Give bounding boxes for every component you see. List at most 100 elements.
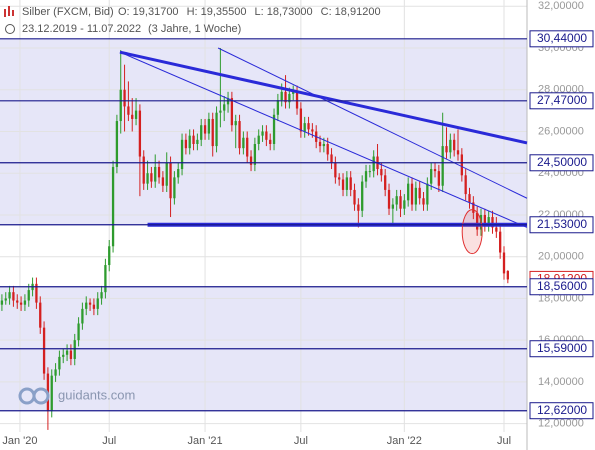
candle-body — [180, 139, 184, 170]
candle-body — [19, 302, 23, 305]
candle-body — [203, 125, 207, 134]
candle-body — [272, 114, 276, 144]
logo — [18, 387, 50, 405]
candle-body — [35, 283, 38, 303]
y-tick-label: 18,00000 — [538, 292, 584, 304]
level-box — [529, 278, 594, 296]
candle-body — [307, 123, 310, 130]
level-box — [529, 340, 594, 358]
trendline — [119, 51, 528, 228]
candle-body — [318, 141, 322, 147]
candle-body — [499, 231, 502, 253]
candle-body — [192, 135, 195, 144]
candle-body — [345, 177, 349, 190]
candle-body — [468, 194, 471, 203]
stat: O: 19,31700 — [118, 6, 179, 18]
candle-body — [54, 369, 57, 376]
candle-body — [169, 162, 172, 199]
candle-body — [177, 169, 180, 178]
y-tick-label: 12,00000 — [538, 418, 584, 430]
candle-body — [303, 123, 306, 132]
candle-body — [246, 137, 249, 157]
candle-body — [223, 104, 226, 111]
level-box — [529, 30, 594, 48]
level-box — [529, 92, 594, 110]
level-box — [529, 402, 594, 420]
candle-body — [441, 146, 444, 186]
candle-body — [154, 166, 157, 182]
candle-body — [361, 181, 364, 211]
candle-body — [242, 137, 245, 149]
candle-body — [39, 302, 42, 328]
candle-body — [265, 131, 268, 140]
period: (3 Jahre, 1 Woche) — [148, 23, 241, 35]
candle-body — [27, 290, 30, 301]
candle-body — [123, 89, 126, 107]
candle-body — [219, 110, 222, 113]
candle-body — [261, 131, 264, 136]
candle-body — [234, 121, 237, 126]
candle-body — [334, 162, 337, 178]
candle-body — [330, 154, 333, 163]
trendline — [217, 47, 528, 199]
candle-body — [16, 300, 19, 303]
candle-body — [58, 356, 61, 370]
level-label: 18,56000 — [537, 279, 587, 293]
x-tick-label: Jan '21 — [187, 435, 222, 447]
candle-body — [77, 323, 80, 341]
candle-body — [433, 169, 437, 172]
candle-body — [131, 114, 134, 119]
level-label: 21,53000 — [537, 217, 587, 231]
candle-body — [456, 150, 460, 155]
level-box — [529, 154, 594, 172]
candle-body — [8, 292, 11, 299]
candle-body — [326, 144, 329, 155]
x-tick-label: Jan '22 — [387, 435, 422, 447]
candle-body — [380, 169, 383, 176]
candle-body — [85, 302, 88, 309]
level-box — [529, 216, 594, 234]
candle-body — [487, 217, 490, 226]
candle-body — [506, 270, 509, 280]
candle-body — [211, 118, 214, 147]
candle-body — [460, 154, 463, 176]
header-icon — [4, 6, 14, 17]
candle-body — [100, 292, 103, 299]
candle-body — [430, 169, 433, 184]
x-tick-label: Jul — [102, 435, 116, 447]
candle-body — [299, 108, 303, 132]
candle-body — [357, 204, 360, 211]
candle-body — [445, 146, 448, 153]
candle-body — [161, 177, 165, 186]
date-range: 23.12.2019 - 11.07.2022 — [22, 23, 141, 35]
candle-body — [134, 110, 138, 119]
ohlc-stats: O: 19,31700 H: 19,35500 L: 18,73000 C: 18,9… — [118, 6, 381, 18]
stat: C: 18,91200 — [321, 6, 381, 18]
candle-body — [115, 121, 119, 167]
candle-body — [150, 173, 153, 182]
x-tick-label: Jul — [497, 435, 511, 447]
candle-body — [372, 156, 375, 172]
trendline — [119, 50, 528, 145]
candle-body — [322, 144, 326, 147]
candle-body — [399, 196, 402, 209]
candle-body — [111, 166, 115, 247]
candle-body — [422, 198, 425, 205]
stat: L: 18,73000 — [255, 6, 313, 18]
level-label: 24,50000 — [537, 155, 587, 169]
candle-body — [65, 350, 69, 355]
candle-body — [338, 177, 341, 180]
candle-body — [238, 121, 241, 149]
candle-body — [62, 354, 65, 357]
candle-body — [207, 118, 211, 134]
candle-body — [146, 173, 149, 184]
candle-body — [387, 189, 391, 209]
chart-title: Silber (FXCM, Bid) — [22, 6, 114, 18]
candle-body — [502, 252, 506, 274]
candle-body — [414, 187, 418, 205]
candle-body — [449, 139, 452, 153]
candle-body — [96, 298, 99, 309]
candle-body — [391, 204, 395, 209]
y-tick-label: 20,00000 — [538, 251, 584, 263]
candle-body — [81, 308, 84, 324]
